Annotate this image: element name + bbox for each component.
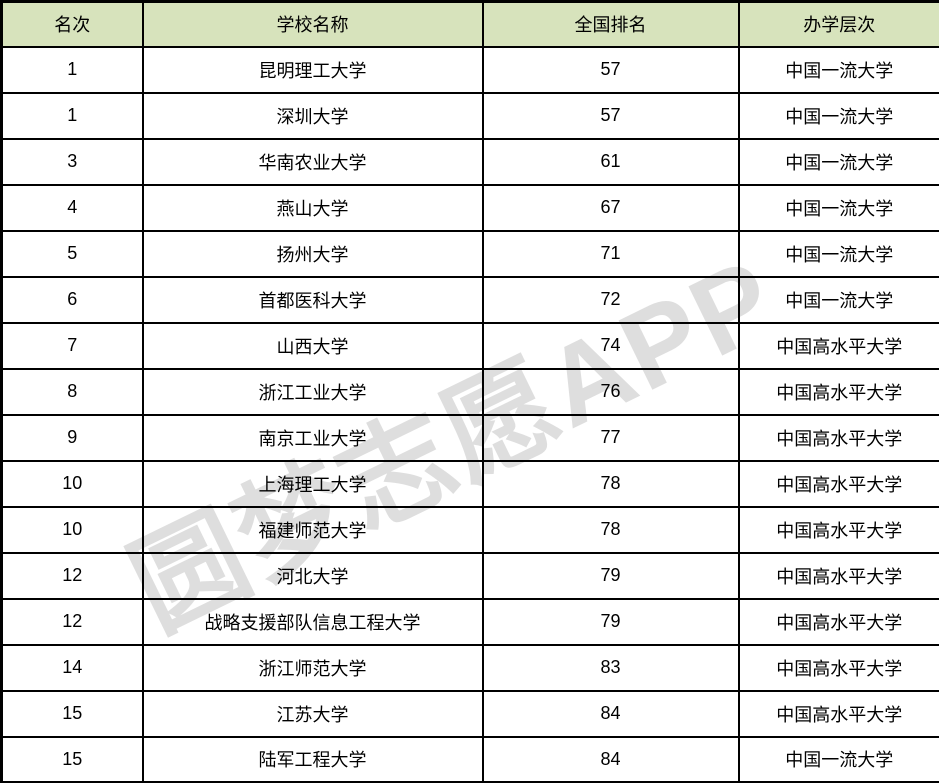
table-body: 1 昆明理工大学 57 中国一流大学 1 深圳大学 57 中国一流大学 3 华南农业大学 61 中国一…	[0, 45, 939, 783]
cell-national-rank: 84	[481, 735, 740, 783]
cell-education-level: 中国高水平大学	[737, 367, 939, 416]
cell-school-name: 燕山大学	[141, 183, 484, 232]
cell-national-rank: 57	[481, 91, 740, 140]
cell-national-rank: 76	[481, 367, 740, 416]
cell-school-name: 深圳大学	[141, 91, 484, 140]
cell-national-rank: 79	[481, 551, 740, 600]
table-row: 7 山西大学 74 中国高水平大学	[0, 321, 939, 370]
cell-rank: 8	[0, 367, 144, 416]
cell-school-name: 南京工业大学	[141, 413, 484, 462]
cell-education-level: 中国一流大学	[737, 45, 939, 94]
table-row: 12 河北大学 79 中国高水平大学	[0, 551, 939, 600]
cell-rank: 15	[0, 689, 144, 738]
table-row: 6 首都医科大学 72 中国一流大学	[0, 275, 939, 324]
cell-school-name: 河北大学	[141, 551, 484, 600]
header-education-level: 办学层次	[737, 0, 939, 48]
table-row: 15 陆军工程大学 84 中国一流大学	[0, 735, 939, 783]
cell-education-level: 中国高水平大学	[737, 505, 939, 554]
cell-national-rank: 83	[481, 643, 740, 692]
cell-school-name: 江苏大学	[141, 689, 484, 738]
cell-school-name: 福建师范大学	[141, 505, 484, 554]
cell-rank: 7	[0, 321, 144, 370]
cell-national-rank: 79	[481, 597, 740, 646]
cell-national-rank: 77	[481, 413, 740, 462]
cell-school-name: 昆明理工大学	[141, 45, 484, 94]
cell-national-rank: 72	[481, 275, 740, 324]
cell-education-level: 中国一流大学	[737, 229, 939, 278]
cell-school-name: 陆军工程大学	[141, 735, 484, 783]
table-row: 15 江苏大学 84 中国高水平大学	[0, 689, 939, 738]
table-row: 10 福建师范大学 78 中国高水平大学	[0, 505, 939, 554]
table-row: 14 浙江师范大学 83 中国高水平大学	[0, 643, 939, 692]
cell-school-name: 浙江工业大学	[141, 367, 484, 416]
table-row: 3 华南农业大学 61 中国一流大学	[0, 137, 939, 186]
cell-rank: 6	[0, 275, 144, 324]
cell-school-name: 浙江师范大学	[141, 643, 484, 692]
cell-school-name: 首都医科大学	[141, 275, 484, 324]
cell-rank: 10	[0, 459, 144, 508]
cell-education-level: 中国高水平大学	[737, 689, 939, 738]
cell-rank: 15	[0, 735, 144, 783]
header-national-rank: 全国排名	[481, 0, 740, 48]
cell-school-name: 扬州大学	[141, 229, 484, 278]
cell-education-level: 中国一流大学	[737, 183, 939, 232]
cell-national-rank: 78	[481, 505, 740, 554]
cell-rank: 12	[0, 551, 144, 600]
header-row: 名次 学校名称 全国排名 办学层次	[0, 0, 939, 48]
cell-rank: 12	[0, 597, 144, 646]
cell-rank: 9	[0, 413, 144, 462]
cell-national-rank: 71	[481, 229, 740, 278]
cell-rank: 14	[0, 643, 144, 692]
table-row: 8 浙江工业大学 76 中国高水平大学	[0, 367, 939, 416]
cell-rank: 4	[0, 183, 144, 232]
cell-education-level: 中国一流大学	[737, 275, 939, 324]
cell-education-level: 中国一流大学	[737, 735, 939, 783]
cell-school-name: 上海理工大学	[141, 459, 484, 508]
table-row: 4 燕山大学 67 中国一流大学	[0, 183, 939, 232]
cell-rank: 3	[0, 137, 144, 186]
table-row: 10 上海理工大学 78 中国高水平大学	[0, 459, 939, 508]
cell-education-level: 中国高水平大学	[737, 321, 939, 370]
cell-education-level: 中国高水平大学	[737, 551, 939, 600]
cell-education-level: 中国高水平大学	[737, 459, 939, 508]
table-row: 1 深圳大学 57 中国一流大学	[0, 91, 939, 140]
cell-rank: 5	[0, 229, 144, 278]
cell-education-level: 中国高水平大学	[737, 643, 939, 692]
table-row: 12 战略支援部队信息工程大学 79 中国高水平大学	[0, 597, 939, 646]
cell-education-level: 中国高水平大学	[737, 597, 939, 646]
header-rank: 名次	[0, 0, 144, 48]
cell-education-level: 中国一流大学	[737, 91, 939, 140]
cell-national-rank: 84	[481, 689, 740, 738]
cell-school-name: 山西大学	[141, 321, 484, 370]
table-row: 5 扬州大学 71 中国一流大学	[0, 229, 939, 278]
table-row: 1 昆明理工大学 57 中国一流大学	[0, 45, 939, 94]
cell-school-name: 华南农业大学	[141, 137, 484, 186]
cell-national-rank: 67	[481, 183, 740, 232]
cell-education-level: 中国高水平大学	[737, 413, 939, 462]
cell-national-rank: 78	[481, 459, 740, 508]
table-row: 9 南京工业大学 77 中国高水平大学	[0, 413, 939, 462]
cell-school-name: 战略支援部队信息工程大学	[141, 597, 484, 646]
header-school-name: 学校名称	[141, 0, 484, 48]
cell-national-rank: 74	[481, 321, 740, 370]
cell-national-rank: 61	[481, 137, 740, 186]
cell-national-rank: 57	[481, 45, 740, 94]
cell-rank: 1	[0, 91, 144, 140]
cell-rank: 1	[0, 45, 144, 94]
cell-rank: 10	[0, 505, 144, 554]
cell-education-level: 中国一流大学	[737, 137, 939, 186]
